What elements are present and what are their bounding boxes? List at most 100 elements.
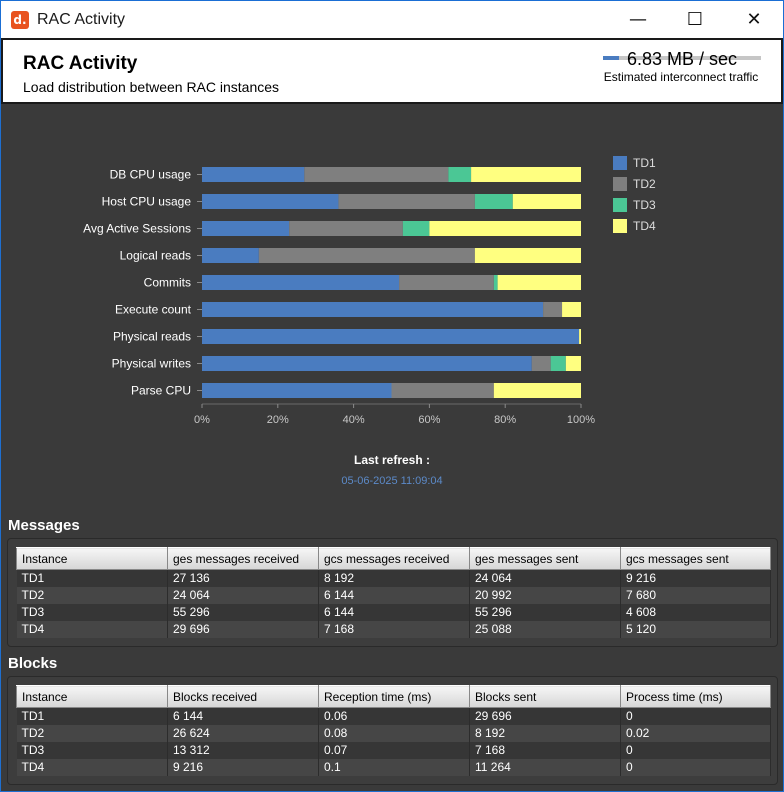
category-label: Physical reads — [113, 330, 191, 344]
table-row[interactable]: TD4 9 216 0.1 11 264 0 — [16, 758, 771, 776]
table-cell: 0 — [620, 707, 771, 725]
blocks-title: Blocks — [8, 655, 58, 672]
table-cell: TD3 — [16, 603, 168, 621]
table-cell: 7 168 — [469, 741, 621, 759]
table-cell: 0.06 — [318, 707, 470, 725]
x-tick-label: 80% — [494, 414, 516, 426]
traffic-bar — [603, 56, 761, 60]
table-cell: TD1 — [16, 707, 168, 725]
bar-segment-td4 — [493, 383, 581, 398]
column-header[interactable]: gcs messages received — [318, 547, 470, 570]
column-header[interactable]: Reception time (ms) — [318, 685, 470, 708]
last-refresh-value: 05-06-2025 11:09:04 — [341, 475, 443, 487]
last-refresh-label: Last refresh : — [353, 453, 431, 467]
table-cell: TD2 — [16, 724, 168, 742]
category-label: DB CPU usage — [110, 168, 192, 182]
table-cell: 20 992 — [469, 586, 621, 604]
bar-segment-td2 — [543, 302, 563, 317]
table-cell: TD4 — [16, 620, 168, 638]
bar-segment-td4 — [474, 248, 581, 263]
page-title: RAC Activity — [23, 53, 138, 74]
x-tick-label: 20% — [267, 414, 289, 426]
bar-segment-td2 — [289, 221, 403, 236]
column-header[interactable]: Blocks sent — [469, 685, 621, 708]
column-header[interactable]: ges messages sent — [469, 547, 621, 570]
column-header[interactable]: ges messages received — [167, 547, 319, 570]
window-content: RAC Activity Load distribution between R… — [1, 38, 783, 791]
bar-segment-td3 — [493, 275, 498, 290]
bar-segment-td2 — [258, 248, 475, 263]
table-cell: 9 216 — [620, 569, 771, 587]
table-cell: 13 312 — [167, 741, 319, 759]
column-header[interactable]: Instance — [16, 547, 168, 570]
bar-segment-td1 — [202, 221, 290, 236]
table-cell: 6 144 — [318, 586, 470, 604]
bar-segment-td1 — [202, 248, 259, 263]
close-icon[interactable]: ✕ — [746, 9, 762, 30]
legend-swatch-td4 — [613, 219, 627, 233]
legend-label: TD1 — [633, 156, 656, 170]
table-cell: 55 296 — [167, 603, 319, 621]
bar-segment-td3 — [448, 167, 472, 182]
category-label: Parse CPU — [131, 384, 191, 398]
bar-segment-td4 — [565, 356, 581, 371]
table-cell: 0.08 — [318, 724, 470, 742]
bar-segment-td1 — [202, 302, 544, 317]
category-label: Host CPU usage — [102, 195, 192, 209]
maximize-icon[interactable]: ☐ — [686, 9, 704, 30]
bar-segment-td2 — [304, 167, 449, 182]
table-row[interactable]: TD4 29 696 7 168 25 088 5 120 — [16, 620, 771, 638]
load-distribution-chart: DB CPU usage Host CPU usage Avg Active Ses… — [83, 156, 656, 426]
table-row[interactable]: TD1 6 144 0.06 29 696 0 — [16, 707, 771, 725]
bar-segment-td4 — [512, 194, 581, 209]
legend-label: TD3 — [633, 198, 656, 212]
column-header[interactable]: Process time (ms) — [620, 685, 771, 708]
column-header[interactable]: Instance — [16, 685, 168, 708]
table-cell: 55 296 — [469, 603, 621, 621]
column-header[interactable]: Blocks received — [167, 685, 319, 708]
bar-segment-td3 — [474, 194, 513, 209]
table-row[interactable]: TD1 27 136 8 192 24 064 9 216 — [16, 569, 771, 587]
table-row[interactable]: TD2 26 624 0.08 8 192 0.02 — [16, 724, 771, 742]
blocks-table[interactable]: Instance Blocks received Reception time … — [16, 685, 771, 776]
table-cell: 8 192 — [469, 724, 621, 742]
category-label: Execute count — [115, 303, 192, 317]
table-row[interactable]: TD2 24 064 6 144 20 992 7 680 — [16, 586, 771, 604]
table-cell: TD2 — [16, 586, 168, 604]
table-cell: 7 680 — [620, 586, 771, 604]
x-tick-label: 100% — [567, 414, 595, 426]
bar-segment-td4 — [497, 275, 581, 290]
traffic-label: Estimated interconnect traffic — [603, 70, 759, 84]
minimize-icon[interactable]: — — [629, 9, 647, 30]
bar-segment-td1 — [202, 383, 392, 398]
bar-segment-td2 — [399, 275, 494, 290]
messages-table[interactable]: Instance ges messages received gcs messa… — [16, 547, 771, 638]
messages-panel: Instance ges messages received gcs messa… — [7, 538, 778, 647]
bar-segment-td2 — [338, 194, 475, 209]
x-tick-label: 60% — [418, 414, 440, 426]
legend-swatch-td3 — [613, 198, 627, 212]
table-cell: 0 — [620, 741, 771, 759]
category-label: Avg Active Sessions — [83, 222, 191, 236]
table-cell: 6 144 — [318, 603, 470, 621]
table-cell: 24 064 — [167, 586, 319, 604]
bar-segment-td4 — [471, 167, 581, 182]
table-cell: 29 696 — [167, 620, 319, 638]
table-cell: 0.02 — [620, 724, 771, 742]
table-cell: 11 264 — [469, 758, 621, 776]
table-cell: TD1 — [16, 569, 168, 587]
category-label: Logical reads — [120, 249, 191, 263]
table-cell: 7 168 — [318, 620, 470, 638]
table-cell: 29 696 — [469, 707, 621, 725]
table-cell: 8 192 — [318, 569, 470, 587]
legend-label: TD2 — [633, 177, 656, 191]
title-bar: d. RAC Activity — ☐ ✕ — [0, 0, 784, 38]
app-logo-icon: d. — [11, 11, 29, 29]
table-row[interactable]: TD3 13 312 0.07 7 168 0 — [16, 741, 771, 759]
column-header[interactable]: gcs messages sent — [620, 547, 771, 570]
x-tick-label: 40% — [343, 414, 365, 426]
table-row[interactable]: TD3 55 296 6 144 55 296 4 608 — [16, 603, 771, 621]
bar-segment-td1 — [202, 194, 339, 209]
bar-segment-td4 — [429, 221, 581, 236]
legend-label: TD4 — [633, 219, 656, 233]
